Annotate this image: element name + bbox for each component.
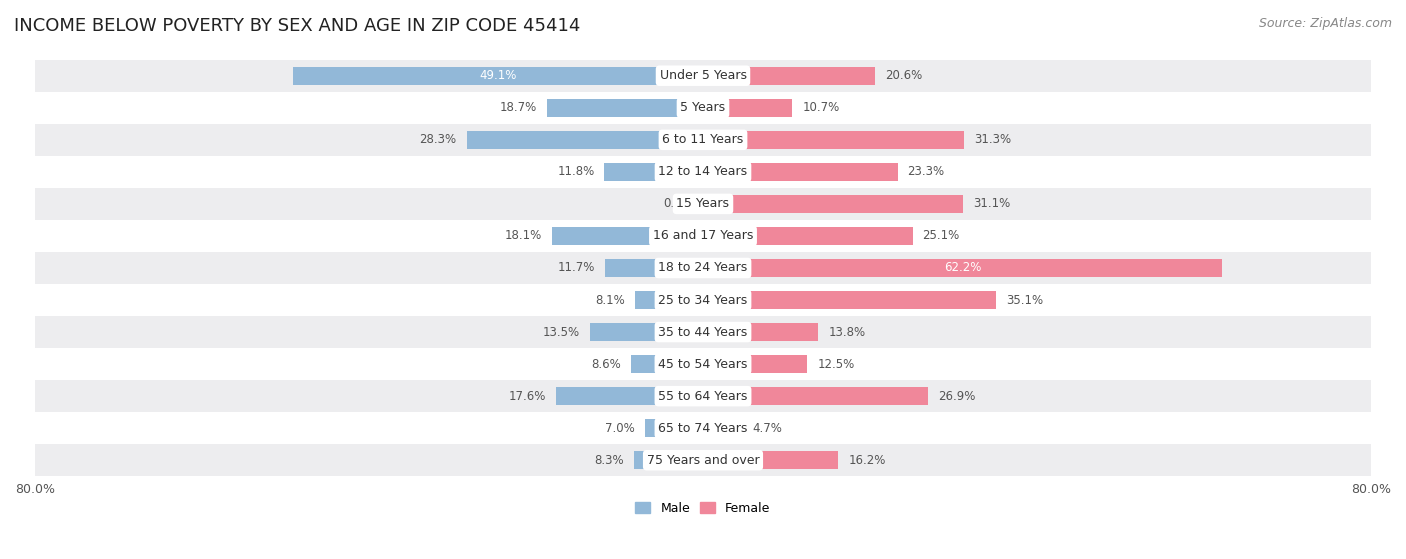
Bar <box>35 348 1371 380</box>
Bar <box>35 380 1371 412</box>
Bar <box>703 67 875 84</box>
Bar <box>644 419 703 437</box>
Bar <box>292 67 703 84</box>
Text: 15 Years: 15 Years <box>676 197 730 210</box>
Text: 8.3%: 8.3% <box>595 454 624 467</box>
Text: 25.1%: 25.1% <box>922 229 960 243</box>
Text: 23.3%: 23.3% <box>908 165 945 178</box>
Text: 28.3%: 28.3% <box>419 133 457 146</box>
Text: 6 to 11 Years: 6 to 11 Years <box>662 133 744 146</box>
Text: 49.1%: 49.1% <box>479 69 516 82</box>
Text: 35.1%: 35.1% <box>1007 293 1043 306</box>
Text: 12 to 14 Years: 12 to 14 Years <box>658 165 748 178</box>
Bar <box>634 452 703 469</box>
Text: 16.2%: 16.2% <box>848 454 886 467</box>
Text: 35 to 44 Years: 35 to 44 Years <box>658 325 748 339</box>
Text: 55 to 64 Years: 55 to 64 Years <box>658 390 748 402</box>
Text: 10.7%: 10.7% <box>803 101 839 114</box>
Bar <box>35 124 1371 156</box>
Text: 45 to 54 Years: 45 to 54 Years <box>658 358 748 371</box>
Bar <box>547 99 703 117</box>
Text: INCOME BELOW POVERTY BY SEX AND AGE IN ZIP CODE 45414: INCOME BELOW POVERTY BY SEX AND AGE IN Z… <box>14 17 581 35</box>
Bar <box>703 195 963 213</box>
Bar <box>703 227 912 245</box>
Bar <box>35 284 1371 316</box>
Bar <box>35 60 1371 92</box>
Text: 0.0%: 0.0% <box>664 197 693 210</box>
Text: 16 and 17 Years: 16 and 17 Years <box>652 229 754 243</box>
Bar <box>636 291 703 309</box>
Text: 31.3%: 31.3% <box>974 133 1011 146</box>
Bar <box>703 419 742 437</box>
Text: 75 Years and over: 75 Years and over <box>647 454 759 467</box>
Bar <box>555 387 703 405</box>
Bar <box>591 323 703 341</box>
Bar <box>631 356 703 373</box>
Bar <box>605 163 703 181</box>
Text: 62.2%: 62.2% <box>943 262 981 274</box>
Text: 20.6%: 20.6% <box>884 69 922 82</box>
Bar <box>553 227 703 245</box>
Text: 13.8%: 13.8% <box>828 325 865 339</box>
Bar <box>467 131 703 149</box>
Text: 18.1%: 18.1% <box>505 229 541 243</box>
Bar <box>606 259 703 277</box>
Bar <box>35 188 1371 220</box>
Bar <box>703 131 965 149</box>
Text: 65 to 74 Years: 65 to 74 Years <box>658 421 748 435</box>
Bar <box>703 99 793 117</box>
Legend: Male, Female: Male, Female <box>630 497 776 520</box>
Text: 17.6%: 17.6% <box>509 390 546 402</box>
Bar <box>35 220 1371 252</box>
Text: 25 to 34 Years: 25 to 34 Years <box>658 293 748 306</box>
Bar <box>703 387 928 405</box>
Text: 18.7%: 18.7% <box>499 101 537 114</box>
Bar <box>35 412 1371 444</box>
Bar <box>35 92 1371 124</box>
Text: 13.5%: 13.5% <box>543 325 581 339</box>
Text: 5 Years: 5 Years <box>681 101 725 114</box>
Bar <box>703 356 807 373</box>
Bar <box>35 252 1371 284</box>
Text: 26.9%: 26.9% <box>938 390 974 402</box>
Text: 18 to 24 Years: 18 to 24 Years <box>658 262 748 274</box>
Bar <box>35 156 1371 188</box>
Text: 11.7%: 11.7% <box>558 262 595 274</box>
Bar <box>703 291 995 309</box>
Bar <box>703 259 1222 277</box>
Text: Under 5 Years: Under 5 Years <box>659 69 747 82</box>
Text: 8.1%: 8.1% <box>596 293 626 306</box>
Text: Source: ZipAtlas.com: Source: ZipAtlas.com <box>1258 17 1392 30</box>
Text: 7.0%: 7.0% <box>605 421 634 435</box>
Bar <box>35 316 1371 348</box>
Bar <box>35 444 1371 476</box>
Text: 12.5%: 12.5% <box>817 358 855 371</box>
Text: 4.7%: 4.7% <box>752 421 782 435</box>
Bar <box>703 452 838 469</box>
Bar <box>703 163 897 181</box>
Text: 8.6%: 8.6% <box>592 358 621 371</box>
Bar <box>703 323 818 341</box>
Text: 31.1%: 31.1% <box>973 197 1010 210</box>
Text: 11.8%: 11.8% <box>557 165 595 178</box>
